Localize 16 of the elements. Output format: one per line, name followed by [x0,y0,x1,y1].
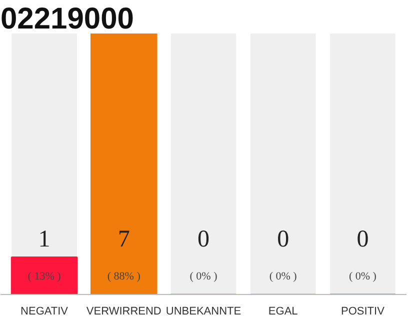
x-tick-label: NEGATIV [20,306,69,318]
annotation: ( 88% ) [107,270,141,282]
data-label: 0 [356,226,369,252]
annotation: ( 0% ) [348,270,377,282]
data-label: 1 [38,226,50,252]
chart-title: 02219000 [0,2,134,36]
x-tick-label: VERWIRREND [86,306,162,318]
x-tick-label: EGAL [268,306,298,318]
data-label: 0 [198,226,210,252]
annotation: ( 0% ) [190,270,218,282]
data-label: 7 [118,226,130,252]
annotation: ( 13% ) [28,270,62,282]
x-tick-label: POSITIV [341,306,386,318]
x-tick-label: UNBEKANNTE [166,306,242,318]
annotation: ( 0% ) [269,270,298,282]
data-label: 0 [277,226,290,252]
